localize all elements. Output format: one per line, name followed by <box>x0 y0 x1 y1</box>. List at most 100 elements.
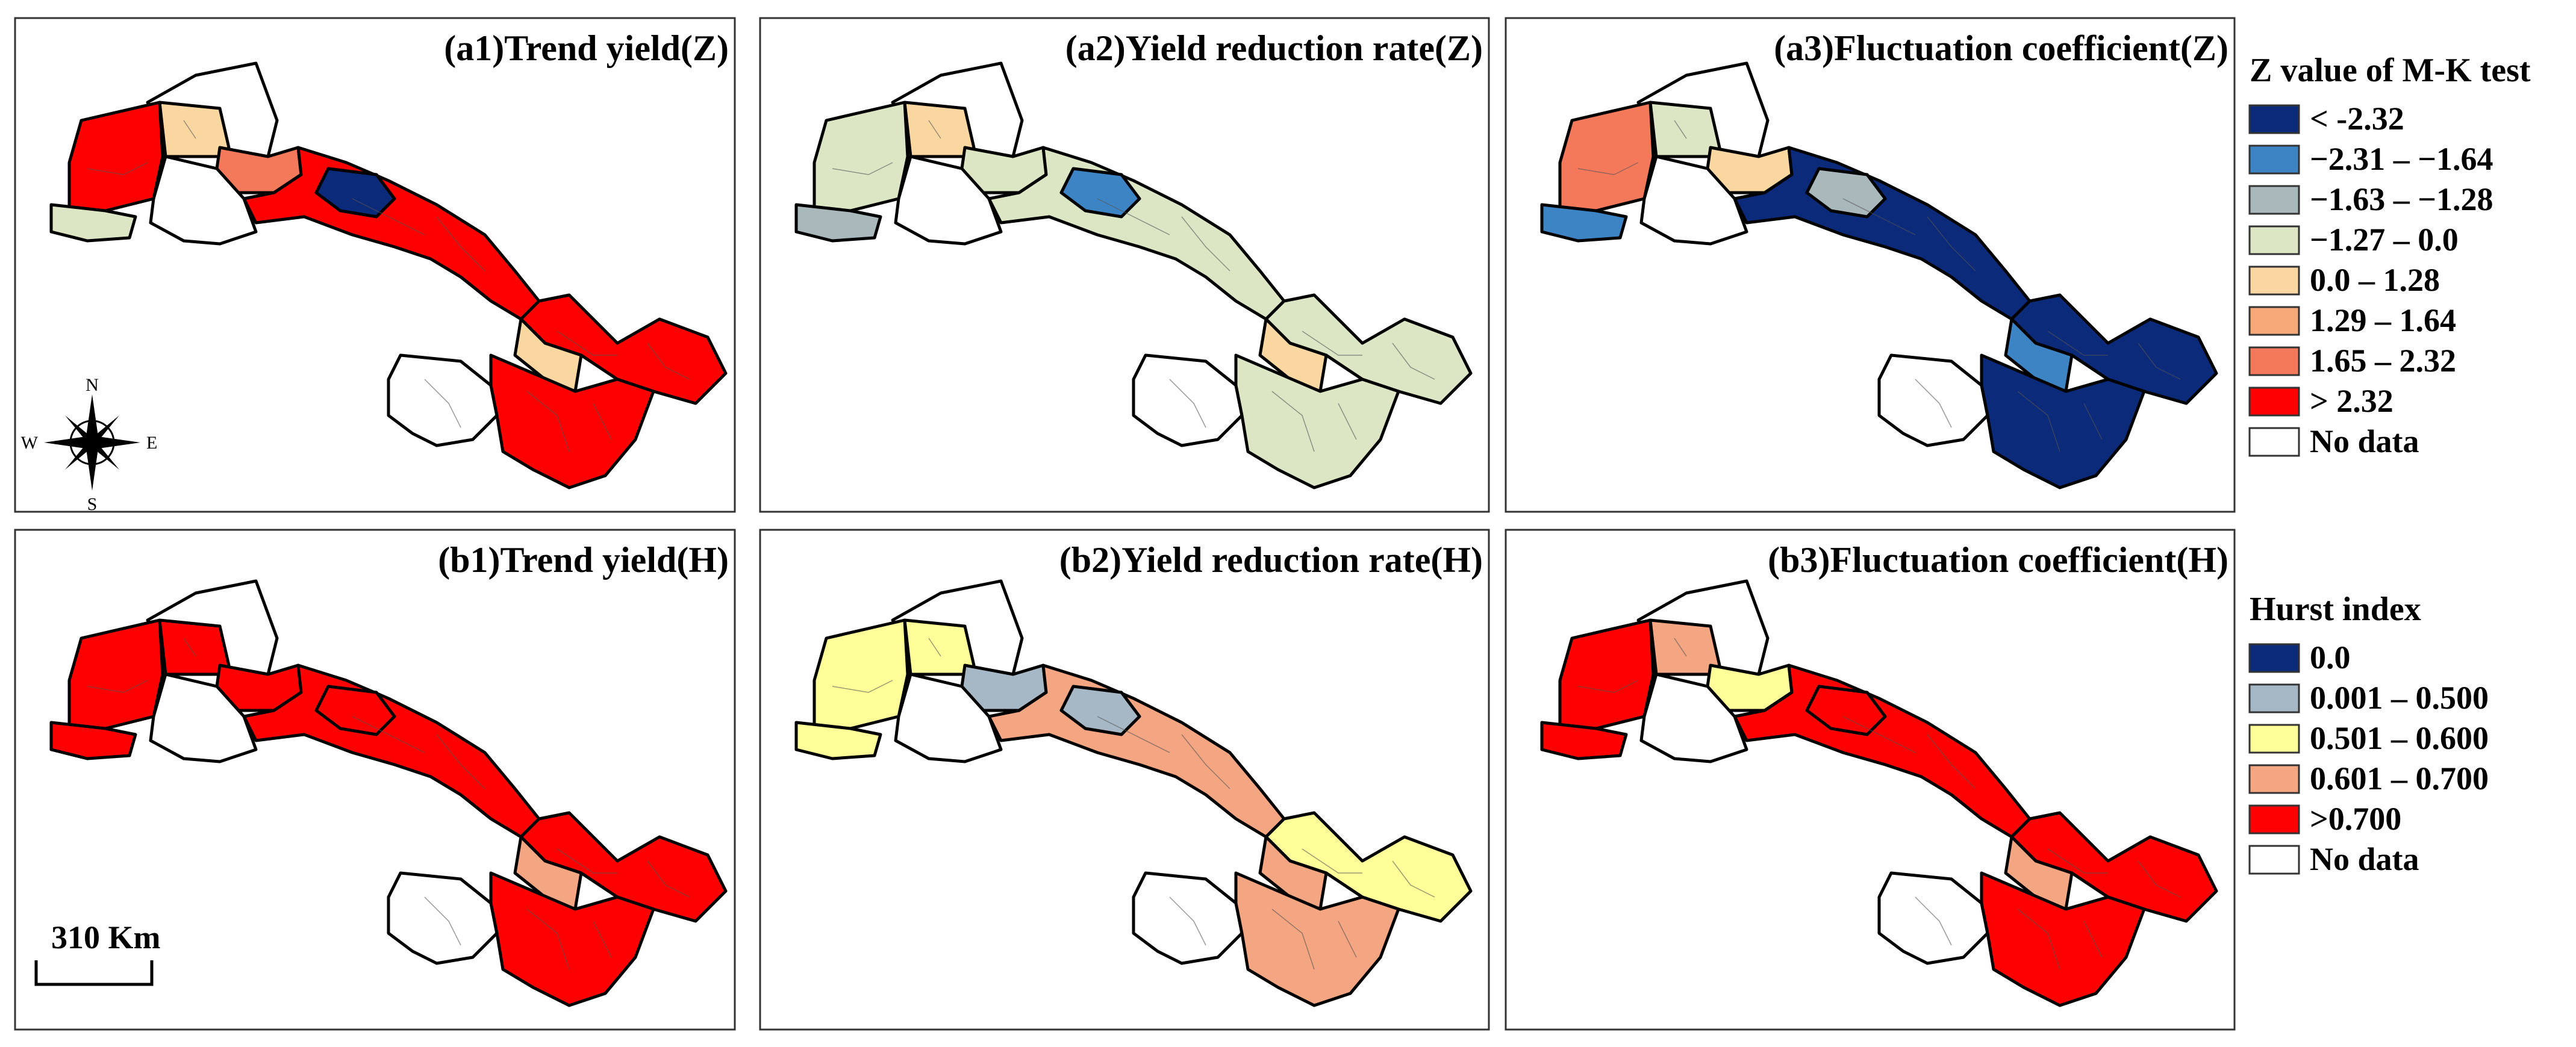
legend-swatch <box>2248 306 2300 336</box>
region-west <box>812 101 909 213</box>
county-border <box>832 680 893 693</box>
legend-label: No data <box>2310 841 2419 877</box>
region-west <box>1558 101 1655 213</box>
region-southwest <box>1540 721 1628 760</box>
legend-swatch <box>2248 266 2300 296</box>
county-border <box>1302 331 1362 356</box>
county-border <box>557 331 617 356</box>
region-map <box>1540 61 2218 489</box>
panel-a2-yield-reduction-rate-z: (a2)Yield reduction rate(Z) <box>759 17 1490 513</box>
panel-title: (a3)Fluctuation coefficient(Z) <box>1774 28 2228 68</box>
region-corridor-accent <box>1805 685 1887 736</box>
county-border <box>87 680 148 693</box>
legend-label: > 2.32 <box>2310 383 2394 419</box>
panel-title: (b3)Fluctuation coefficient(H) <box>1768 540 2228 580</box>
county-border <box>1271 909 1315 970</box>
county-border <box>2083 921 2103 958</box>
legend-swatch <box>2248 185 2300 215</box>
legend-z-value: Z value of M-K test < -2.32 −2.31 – −1.64… <box>2248 52 2531 459</box>
legend-swatch <box>2248 683 2300 713</box>
region-map <box>1540 579 2218 1007</box>
county-border <box>1392 343 1435 380</box>
county-border <box>2017 909 2060 970</box>
county-border <box>1674 638 1687 657</box>
legend-hurst-index: Hurst index 0.0 0.001 – 0.500 0.501 – 0.60… <box>2248 591 2489 877</box>
county-border <box>1302 848 1362 874</box>
legend-label: 1.29 – 1.64 <box>2310 302 2456 338</box>
region-map <box>794 579 1473 1007</box>
county-border <box>2138 860 2181 898</box>
county-border <box>1338 403 1357 440</box>
legend-label: 1.65 – 2.32 <box>2310 343 2456 379</box>
legend-swatch <box>2248 225 2300 255</box>
region-southwest <box>49 203 137 243</box>
legend-title: Z value of M-K test <box>2250 52 2531 89</box>
county-border <box>1842 198 1916 235</box>
legend-label: 0.501 – 0.600 <box>2310 720 2489 756</box>
county-border <box>1915 379 1952 428</box>
county-border <box>647 860 690 898</box>
region-south-white <box>387 871 499 965</box>
region-bottom-w <box>149 155 258 246</box>
legend-label: >0.700 <box>2310 801 2401 837</box>
region-south-white <box>1877 871 1989 965</box>
region-southeast <box>1234 871 1400 1007</box>
county-border <box>1181 216 1230 272</box>
region-corridor-accent <box>314 167 396 219</box>
region-southwest <box>49 721 137 760</box>
legend-swatch <box>2248 144 2300 175</box>
county-border <box>424 379 461 428</box>
legend-swatch <box>2248 804 2300 834</box>
region-south-white <box>1132 871 1244 965</box>
region-west <box>812 618 909 730</box>
county-border <box>1181 734 1230 789</box>
legend-label: 0.001 – 0.500 <box>2310 680 2489 716</box>
panel-title: (b2)Yield reduction rate(H) <box>1059 540 1483 580</box>
compass-east-label: E <box>146 433 157 453</box>
region-bottom-w <box>149 673 258 763</box>
county-border <box>526 391 570 452</box>
county-border <box>1097 716 1170 753</box>
region-corridor-accent <box>1059 167 1141 219</box>
county-border <box>526 909 570 970</box>
panel-b3-fluctuation-coefficient-h: (b3)Fluctuation coefficient(H) <box>1505 529 2236 1031</box>
county-border <box>183 638 196 657</box>
county-border <box>2047 848 2108 874</box>
region-southwest <box>794 203 882 243</box>
legend-swatch <box>2248 764 2300 794</box>
region-map <box>49 579 728 1007</box>
county-border <box>593 921 612 958</box>
region-southeast <box>489 871 655 1007</box>
legend-title: Hurst index <box>2250 591 2421 628</box>
county-border <box>1271 391 1315 452</box>
county-border <box>352 716 425 753</box>
county-border <box>1097 198 1170 235</box>
legend-label: < -2.32 <box>2310 101 2404 137</box>
county-border <box>436 734 485 789</box>
legend-label: 0.0 <box>2310 639 2351 676</box>
legend-swatch <box>2248 387 2300 417</box>
county-border <box>928 120 941 139</box>
scale-bar: 310 Km <box>34 919 161 986</box>
legend-swatch <box>2248 643 2300 673</box>
county-border <box>557 848 617 874</box>
county-border <box>593 403 612 440</box>
legend-label: −1.63 – −1.28 <box>2310 181 2493 217</box>
region-bottom-w <box>894 155 1003 246</box>
compass-rose: N S E W <box>21 375 158 514</box>
county-border <box>1169 896 1206 946</box>
legend-label: −2.31 – −1.64 <box>2310 141 2493 177</box>
region-bottom-w <box>1639 155 1748 246</box>
legend-label: No data <box>2310 423 2419 459</box>
county-border <box>832 162 893 175</box>
county-border <box>1169 379 1206 428</box>
panel-title: (a1)Trend yield(Z) <box>444 28 729 68</box>
region-southeast <box>1980 871 2146 1007</box>
county-border <box>424 896 461 946</box>
region-map <box>794 61 1473 489</box>
county-border <box>436 216 485 272</box>
region-southwest <box>1540 203 1628 243</box>
compass-north-label: N <box>86 375 99 395</box>
region-west <box>1558 618 1655 730</box>
region-southwest <box>794 721 882 760</box>
